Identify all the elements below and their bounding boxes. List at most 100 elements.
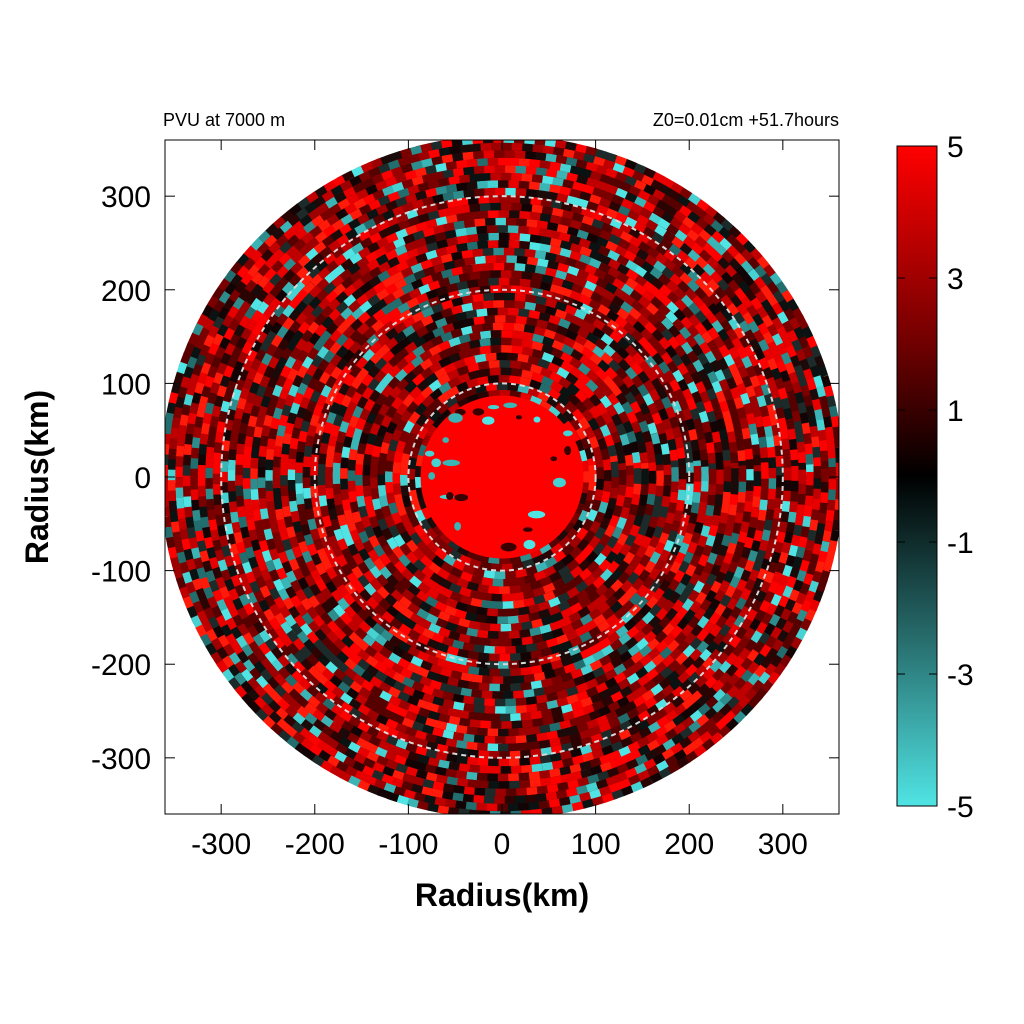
field-cell bbox=[424, 218, 438, 229]
field-cell bbox=[706, 278, 720, 292]
field-cell bbox=[766, 496, 776, 510]
core-fleck bbox=[523, 539, 536, 550]
field-cell bbox=[559, 163, 572, 173]
field-cell bbox=[784, 360, 796, 375]
field-cell bbox=[816, 578, 828, 593]
field-cell bbox=[607, 700, 622, 713]
field-cell bbox=[640, 482, 649, 496]
field-cell bbox=[234, 584, 246, 598]
field-cell bbox=[503, 578, 517, 587]
field-cell bbox=[580, 744, 594, 755]
field-cell bbox=[763, 622, 776, 636]
field-cell bbox=[241, 341, 253, 355]
field-cell bbox=[568, 250, 582, 262]
field-cell bbox=[659, 504, 669, 518]
field-cell bbox=[234, 407, 244, 420]
field-cell bbox=[465, 612, 478, 622]
field-cell bbox=[828, 539, 838, 552]
field-cell bbox=[425, 527, 439, 542]
field-cell bbox=[216, 421, 226, 434]
field-cell bbox=[401, 780, 415, 792]
field-cell bbox=[544, 305, 558, 316]
field-cell bbox=[757, 566, 769, 581]
field-cell bbox=[485, 352, 497, 361]
field-cell bbox=[780, 510, 790, 523]
field-cell bbox=[502, 593, 515, 602]
field-cell bbox=[227, 459, 236, 471]
field-cell bbox=[678, 477, 687, 491]
field-cell bbox=[188, 373, 200, 388]
field-cell bbox=[376, 722, 390, 735]
field-cell bbox=[668, 578, 680, 592]
core-fleck bbox=[503, 402, 518, 409]
field-cell bbox=[444, 798, 458, 809]
field-cell bbox=[331, 589, 344, 603]
field-cell bbox=[816, 521, 826, 535]
field-cell bbox=[508, 367, 523, 377]
field-cell bbox=[526, 181, 540, 191]
field-cell bbox=[185, 516, 195, 531]
field-cell bbox=[610, 226, 624, 238]
field-cell bbox=[501, 721, 513, 729]
field-cell bbox=[804, 589, 816, 603]
field-cell bbox=[205, 457, 214, 472]
field-cell bbox=[662, 599, 675, 613]
field-cell bbox=[400, 202, 415, 214]
field-cell bbox=[258, 629, 271, 643]
field-cell bbox=[493, 352, 508, 361]
field-cell bbox=[301, 612, 314, 626]
field-cell bbox=[549, 721, 563, 732]
field-cell bbox=[499, 195, 510, 203]
field-cell bbox=[693, 465, 702, 482]
field-cell bbox=[271, 366, 283, 380]
field-cell bbox=[447, 344, 461, 356]
field-cell bbox=[357, 703, 371, 716]
field-cell bbox=[350, 307, 364, 321]
field-cell bbox=[397, 747, 410, 759]
field-cell bbox=[481, 187, 495, 196]
field-cell bbox=[197, 475, 206, 488]
field-cell bbox=[420, 274, 434, 286]
field-cell bbox=[721, 534, 732, 547]
field-cell bbox=[458, 617, 471, 628]
field-cell bbox=[475, 158, 488, 167]
field-cell bbox=[810, 507, 820, 521]
x-tick-label: -200 bbox=[285, 828, 345, 861]
field-cell bbox=[432, 696, 445, 707]
field-cell bbox=[488, 367, 501, 376]
field-cell bbox=[726, 429, 737, 443]
field-cell bbox=[282, 258, 296, 272]
field-cell bbox=[379, 441, 390, 457]
field-cell bbox=[371, 189, 385, 201]
field-cell bbox=[769, 385, 780, 399]
field-cell bbox=[390, 589, 405, 603]
field-cell bbox=[525, 565, 538, 576]
field-cell bbox=[679, 689, 693, 702]
field-cell bbox=[532, 717, 547, 727]
field-cell bbox=[475, 614, 490, 624]
field-cell bbox=[250, 478, 258, 490]
field-cell bbox=[169, 511, 179, 524]
field-cell bbox=[259, 508, 270, 522]
field-cell bbox=[439, 578, 453, 590]
field-cell bbox=[359, 588, 372, 602]
field-cell bbox=[827, 497, 836, 511]
field-cell bbox=[313, 603, 327, 618]
field-cell bbox=[288, 320, 302, 334]
field-cell bbox=[375, 253, 389, 266]
field-cell bbox=[370, 488, 380, 500]
core-fleck bbox=[563, 430, 573, 436]
field-cell bbox=[183, 496, 192, 508]
field-cell bbox=[768, 455, 777, 469]
field-cell bbox=[625, 462, 634, 477]
field-cell bbox=[813, 466, 822, 479]
field-cell bbox=[743, 626, 757, 640]
field-cell bbox=[420, 367, 434, 380]
field-cell bbox=[686, 279, 700, 293]
field-cell bbox=[742, 273, 755, 287]
field-cell bbox=[534, 219, 549, 230]
field-cell bbox=[264, 234, 278, 248]
field-cell bbox=[446, 376, 461, 389]
field-cell bbox=[447, 539, 462, 553]
field-cell bbox=[623, 158, 637, 170]
